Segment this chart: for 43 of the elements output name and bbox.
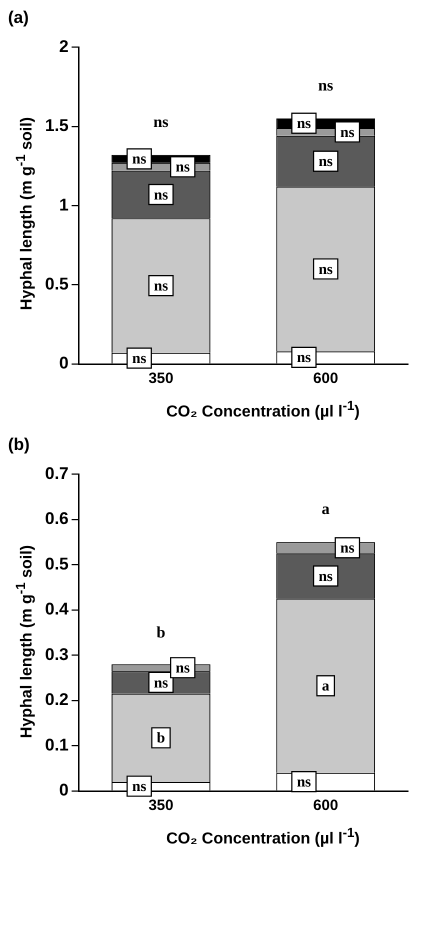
data-label: ns xyxy=(296,774,312,791)
data-label: a xyxy=(322,678,330,695)
data-label: ns xyxy=(296,116,312,132)
x-axis-title: CO₂ Concentration (µl l$^{-1}$) xyxy=(165,825,361,849)
y-tick-label: 0 xyxy=(59,781,69,800)
y-tick-label: 0.1 xyxy=(44,736,69,755)
y-tick-label: 0.3 xyxy=(44,645,69,664)
x-tick-label: 350 xyxy=(148,370,174,388)
y-tick-label: 0.5 xyxy=(44,554,69,574)
chart-title: (a) xyxy=(8,8,30,29)
data-label: ns xyxy=(318,569,333,586)
data-label: ns xyxy=(340,540,355,557)
data-label: ns xyxy=(132,351,146,368)
x-tick-label: 350 xyxy=(148,797,174,814)
y-tick-label: 0.6 xyxy=(44,509,69,528)
data-label: ns xyxy=(296,350,312,366)
y-tick-label: 1.5 xyxy=(44,116,69,136)
annotation: ns xyxy=(318,78,334,95)
y-tick-label: 0 xyxy=(59,354,69,373)
chart-title: (b) xyxy=(8,435,31,456)
data-label: ns xyxy=(132,779,146,796)
data-label: ns xyxy=(340,124,355,141)
data-label: ns xyxy=(318,262,333,278)
data-label: b xyxy=(156,731,166,748)
data-label: ns xyxy=(176,160,190,176)
data-label: ns xyxy=(132,152,146,168)
y-tick-label: 2 xyxy=(59,36,69,56)
data-label: ns xyxy=(154,676,168,692)
data-label: ns xyxy=(154,187,168,204)
annotation: ns xyxy=(153,114,169,132)
data-label: ns xyxy=(176,660,190,677)
y-tick-label: 0.2 xyxy=(44,690,69,710)
x-tick-label: 600 xyxy=(313,797,338,814)
y-tick-label: 1 xyxy=(59,195,69,214)
y-tick-label: 0.4 xyxy=(44,600,70,619)
annotation: b xyxy=(156,624,166,642)
y-tick-label: 0.5 xyxy=(44,274,69,294)
annotation: a xyxy=(322,502,330,519)
data-label: ns xyxy=(154,278,168,294)
x-axis-title: CO₂ Concentration (µl l$^{-1}$) xyxy=(165,398,361,422)
y-tick-label: 0.7 xyxy=(44,464,69,484)
x-tick-label: 600 xyxy=(313,370,338,388)
data-label: ns xyxy=(318,154,333,170)
